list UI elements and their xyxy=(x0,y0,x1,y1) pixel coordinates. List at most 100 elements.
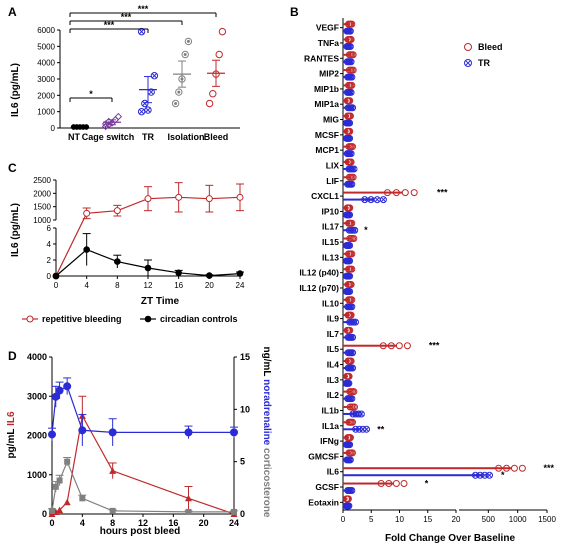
b-point-bleed-24-3 xyxy=(350,388,358,396)
b-point-tr-31-3 xyxy=(345,502,353,510)
a-point-2-0-x2 xyxy=(139,109,145,115)
b-xtick-right-label-1: 1000 xyxy=(509,515,527,524)
b-category-22: IL4 xyxy=(327,360,340,370)
c-ylabel: IL6 (pg/mL) xyxy=(10,203,21,257)
b-point-tr-22-3-x2 xyxy=(350,365,356,371)
d-ytick-left-label-1: 1000 xyxy=(27,470,47,480)
b-point-bleed-10-3 xyxy=(349,173,357,181)
b-point-tr-3-3-ring xyxy=(348,73,356,81)
b-point-bleed-29-1 xyxy=(503,464,511,472)
c-point-bleeding-4 xyxy=(175,193,183,201)
b-point-tr-16-3-ring xyxy=(346,272,354,280)
a-point-3-4 xyxy=(184,37,193,46)
b-point-tr-29-2-ring xyxy=(481,471,489,479)
b-point-tr-11-3-ring xyxy=(379,196,387,204)
a-point-dot-3-1 xyxy=(177,90,181,94)
d-xtick-label-1: 4 xyxy=(80,518,85,528)
b-legend-marker-tr-x2 xyxy=(465,60,471,66)
b-point-tr-19-2-x2 xyxy=(351,319,357,325)
b-point-tr-17-3-x2 xyxy=(347,289,353,294)
a-point-4-3 xyxy=(215,50,223,59)
a-point-4-1 xyxy=(209,90,217,98)
b-sig-bleed-21: *** xyxy=(429,341,440,351)
b-bar-bleed-30 xyxy=(343,482,394,485)
d-point-corticosterone-1 xyxy=(52,483,59,490)
b-point-bleed-16-3 xyxy=(348,265,356,273)
b-category-11: CXCL1 xyxy=(311,191,339,201)
d-ytick-right-label-2: 10 xyxy=(240,404,250,414)
b-bar-tr-29 xyxy=(343,474,483,477)
b-bar-bleed-11 xyxy=(343,191,403,194)
b-point-bleed-30-0 xyxy=(377,480,385,488)
b-bar-bleed-25 xyxy=(343,405,353,408)
b-point-tr-2-3 xyxy=(347,58,355,66)
b-point-bleed-9-3 xyxy=(347,158,355,166)
a-sig-label-0: *** xyxy=(138,4,149,14)
a-category-2: TR xyxy=(142,132,154,142)
panel-label-c: C xyxy=(8,161,17,175)
a-point-0-9 xyxy=(83,124,90,130)
c-legend-label-bleeding: repetitive bleeding xyxy=(42,314,122,324)
b-category-5: MIP1a xyxy=(314,99,339,109)
b-point-tr-13-0-x2 xyxy=(346,227,352,233)
d-point-noradrenaline-4 xyxy=(78,426,87,435)
c-ytick-low-label-3: 6 xyxy=(47,224,52,233)
a-point-2-2-ring xyxy=(144,106,152,114)
a-point-2-1 xyxy=(141,99,149,108)
b-point-tr-29-1 xyxy=(476,471,484,479)
d-ylabel-left-il6: IL6 xyxy=(6,411,17,426)
a-point-2-2-x2 xyxy=(145,107,151,113)
a-point-2-4-ring xyxy=(150,72,159,80)
a-ytick-label-4: 4000 xyxy=(37,59,55,68)
b-point-tr-20-3-ring xyxy=(349,333,357,341)
b-category-12: IP10 xyxy=(322,206,340,216)
b-point-tr-12-3-ring xyxy=(346,211,354,219)
b-point-tr-30-3 xyxy=(348,487,356,495)
b-point-tr-13-2 xyxy=(349,226,357,234)
b-point-bleed-19-3 xyxy=(347,311,355,319)
b-point-tr-11-2-x2 xyxy=(374,197,380,203)
a-point-4-0 xyxy=(205,99,214,108)
b-point-tr-21-3 xyxy=(349,349,357,357)
b-point-bleed-17-3 xyxy=(347,280,355,288)
b-point-tr-23-3-ring xyxy=(345,379,353,387)
b-bar-bleed-21 xyxy=(343,344,397,347)
b-xtick-left-label-1: 5 xyxy=(369,515,374,524)
b-point-tr-25-3-ring xyxy=(357,410,365,418)
a-ylabel: IL6 (pg/mL) xyxy=(10,63,21,117)
b-category-10: LIF xyxy=(326,176,339,186)
b-point-tr-4-3 xyxy=(347,88,355,96)
a-point-dot-3-0 xyxy=(174,102,178,105)
b-point-bleed-11-0 xyxy=(383,189,391,197)
b-point-bleed-26-3 xyxy=(348,418,356,426)
b-point-tr-10-3-x2 xyxy=(349,181,355,187)
d-ylabel-right-noradrenaline: noradrenaline xyxy=(261,379,272,446)
a-point-2-5 xyxy=(137,27,146,36)
a-point-3-0 xyxy=(171,99,180,108)
b-point-tr-17-3-ring xyxy=(346,287,354,295)
a-ytick-label-3: 3000 xyxy=(37,75,55,84)
b-point-tr-19-2-ring xyxy=(350,318,358,326)
c-xtick-label-6: 24 xyxy=(236,281,245,290)
b-bar-bleed-29 xyxy=(343,467,512,470)
c-point-circadian-1 xyxy=(83,246,90,253)
d-ytick-left-label-2: 2000 xyxy=(27,431,47,441)
d-point-noradrenaline-2 xyxy=(55,386,64,395)
panel-label-a: A xyxy=(8,5,17,19)
a-point-2-5-x2 xyxy=(139,29,145,35)
b-point-tr-13-2-ring xyxy=(349,226,357,234)
b-sig-bleed-11: *** xyxy=(437,188,448,198)
b-xtick-right-label-0: 500 xyxy=(482,515,496,524)
b-point-bleed-11-2 xyxy=(401,189,409,197)
b-point-tr-5-3-ring xyxy=(349,104,357,112)
b-point-bleed-30-2 xyxy=(392,480,400,488)
b-point-tr-2-3-x2 xyxy=(348,59,354,65)
b-bar-tr-26 xyxy=(343,428,362,431)
c-legend-label-circadian: circadian controls xyxy=(160,314,238,324)
b-point-tr-6-3-ring xyxy=(346,119,354,127)
d-point-noradrenaline-5 xyxy=(108,428,117,437)
b-category-26: IL1a xyxy=(322,421,339,431)
b-point-tr-18-3-x2 xyxy=(349,304,355,310)
b-point-tr-30-3-x2 xyxy=(349,488,355,493)
b-point-tr-13-3-x2 xyxy=(352,227,358,233)
